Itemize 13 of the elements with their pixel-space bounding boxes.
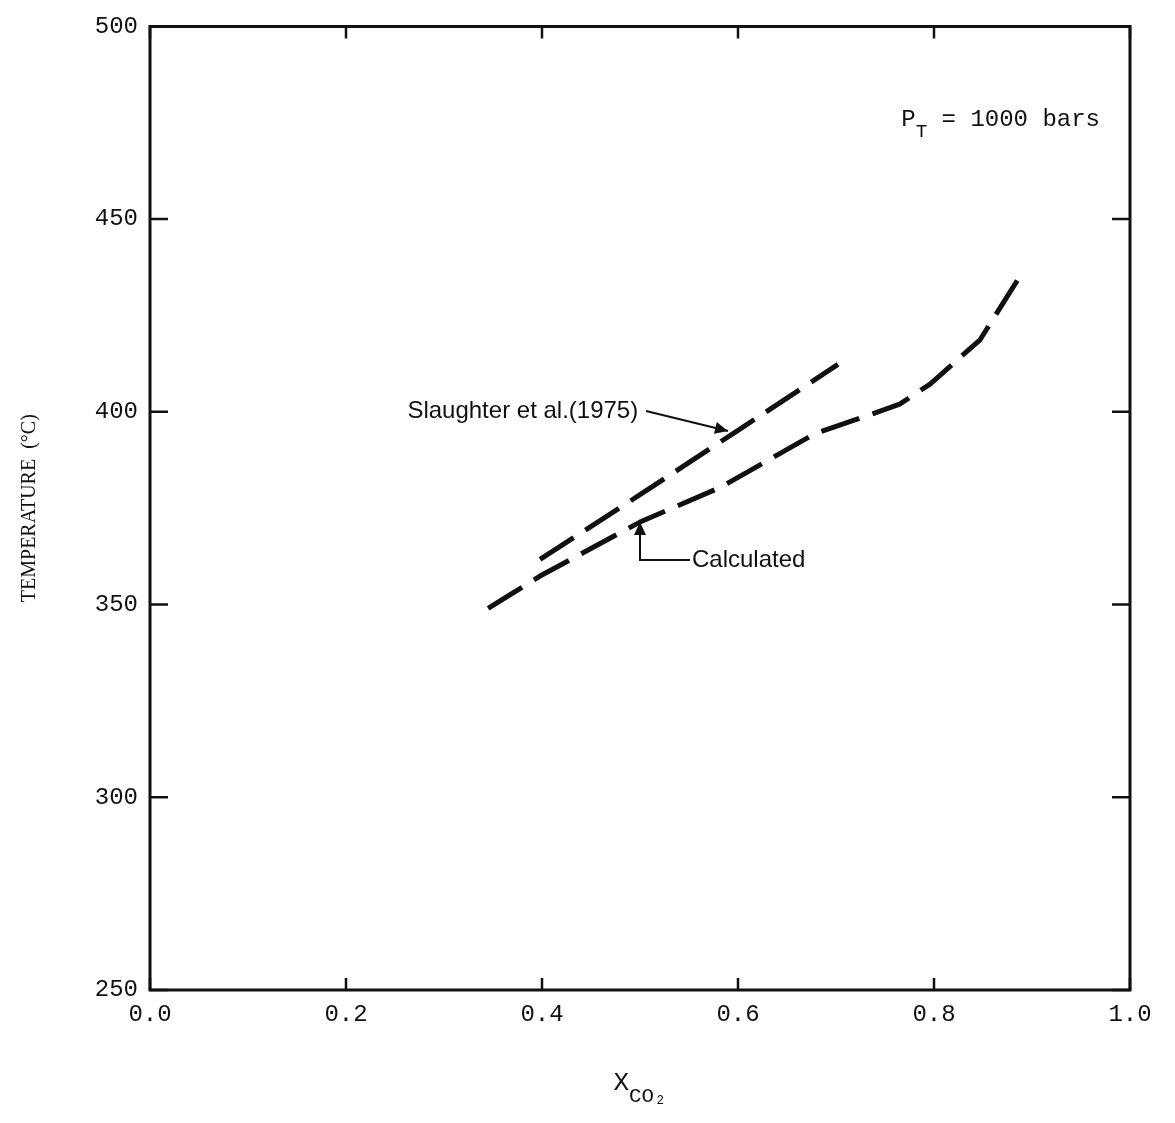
- x-tick-label: 0.2: [324, 1000, 368, 1028]
- y-tick-label: 300: [94, 783, 138, 811]
- x-tick-label: 0.4: [520, 1000, 564, 1028]
- x-tick-label: 0.8: [912, 1000, 956, 1028]
- annotation: Slaughter et al.(1975): [407, 395, 639, 423]
- y-tick-label: 400: [94, 398, 138, 426]
- x-tick-label: 0.6: [716, 1000, 760, 1028]
- y-tick-label: 500: [94, 12, 138, 40]
- y-tick-label: 450: [94, 205, 138, 233]
- annotation: Calculated: [692, 544, 806, 572]
- y-axis-title: TEMPERATURE (°C): [17, 414, 40, 603]
- y-tick-label: 350: [94, 590, 138, 618]
- x-tick-label: 1.0: [1108, 1000, 1152, 1028]
